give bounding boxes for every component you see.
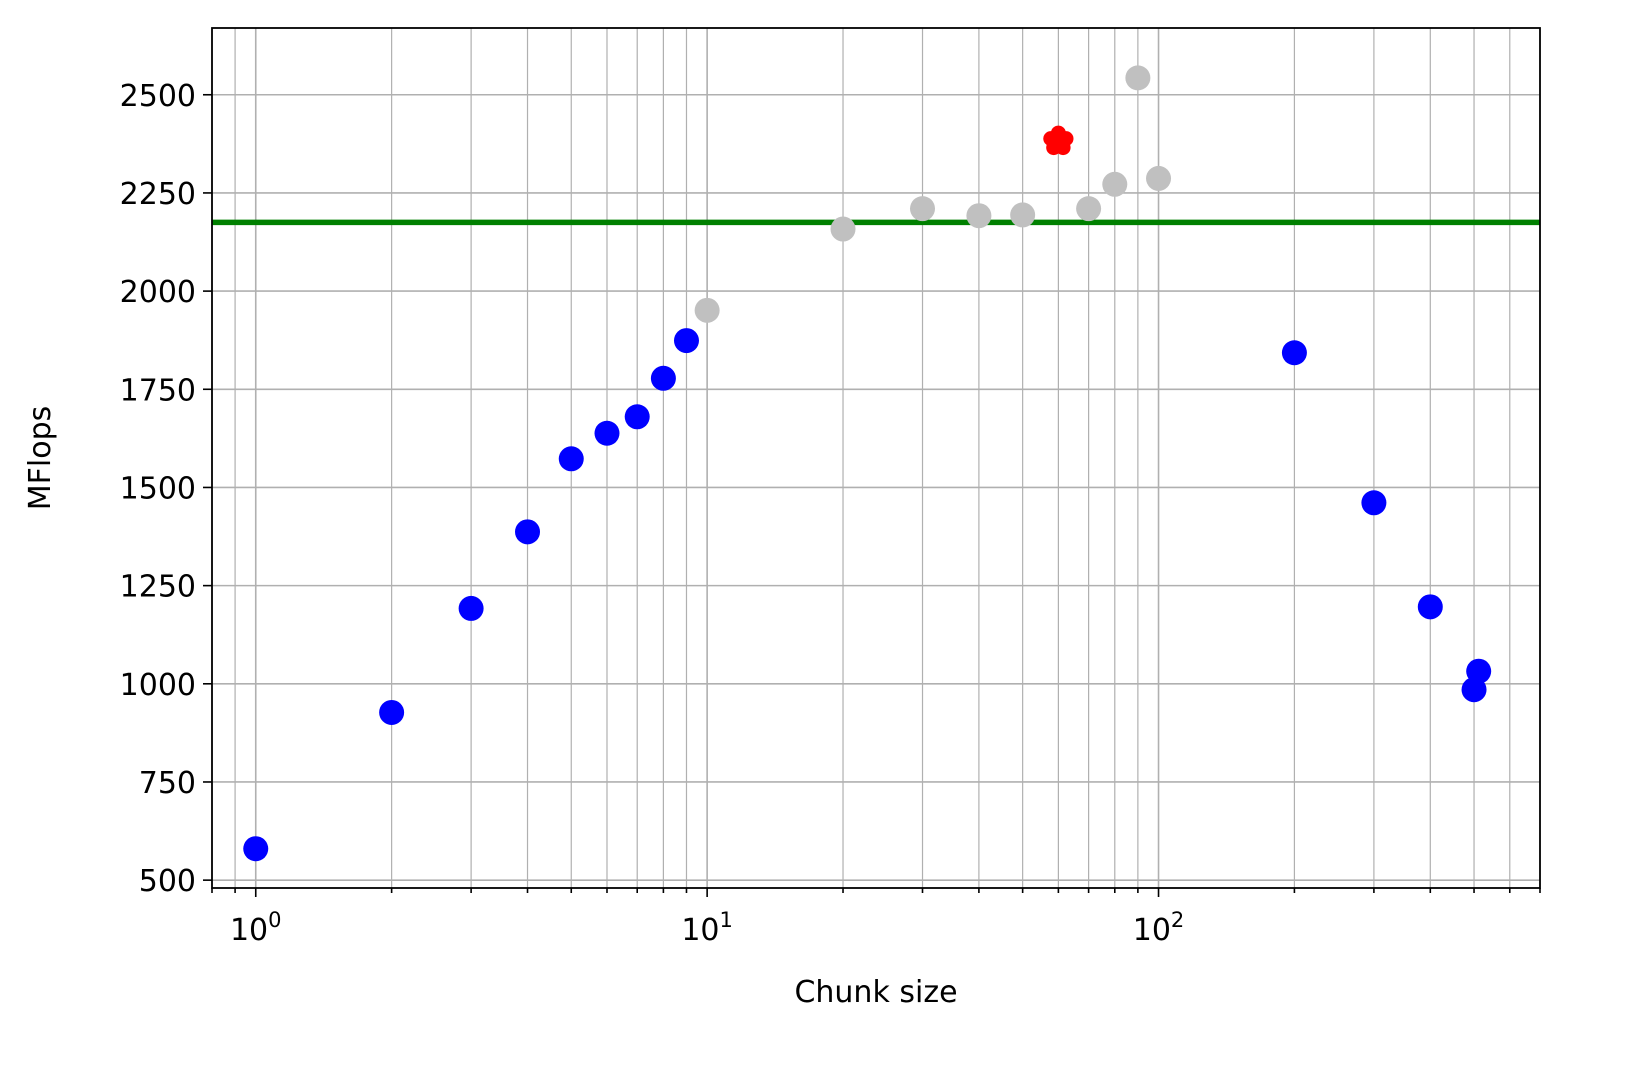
x-tick-label: 100	[230, 908, 282, 948]
y-tick-label: 500	[139, 864, 196, 899]
data-point	[966, 203, 992, 229]
y-tick-label: 1250	[120, 570, 196, 605]
y-tick-label: 2500	[120, 79, 196, 114]
y-axis-ticks: 500 750 1000 1250 1500 1750 2000 2250 2500	[120, 79, 212, 899]
grid	[211, 28, 1541, 888]
data-point	[458, 595, 484, 621]
data-point	[1466, 658, 1492, 684]
y-tick-label: 2250	[120, 177, 196, 212]
data-point	[694, 297, 720, 323]
y-tick-label: 2000	[120, 275, 196, 310]
data-point	[830, 216, 856, 242]
highlight-center	[1051, 134, 1066, 149]
x-tick-label: 101	[681, 908, 733, 948]
data-point	[1361, 490, 1387, 516]
data-point	[624, 404, 650, 430]
y-axis-label: MFlops	[23, 406, 58, 511]
data-point	[515, 519, 541, 545]
y-tick-label: 750	[139, 766, 196, 801]
data-point	[650, 365, 676, 391]
highlight-point	[1043, 125, 1074, 156]
data-point	[558, 446, 584, 472]
y-tick-label: 1500	[120, 471, 196, 506]
data-point	[1102, 171, 1128, 197]
plot-frame	[211, 27, 1541, 889]
data-point	[1146, 165, 1172, 191]
y-tick-label: 1000	[120, 668, 196, 703]
x-axis-ticks: 100 101 102	[211, 888, 1541, 948]
data-point	[1417, 594, 1443, 620]
data-point	[243, 836, 269, 862]
x-axis-label: Chunk size	[794, 975, 957, 1010]
data-point	[1281, 340, 1307, 366]
data-point	[594, 420, 620, 446]
data-points	[243, 65, 1492, 862]
x-tick-label: 102	[1133, 908, 1185, 948]
y-tick-label: 1750	[120, 373, 196, 408]
data-point	[379, 699, 405, 725]
data-point	[1010, 202, 1036, 228]
data-point	[673, 328, 699, 354]
data-point	[1076, 196, 1102, 222]
data-point	[910, 196, 936, 222]
data-point	[1125, 65, 1151, 91]
